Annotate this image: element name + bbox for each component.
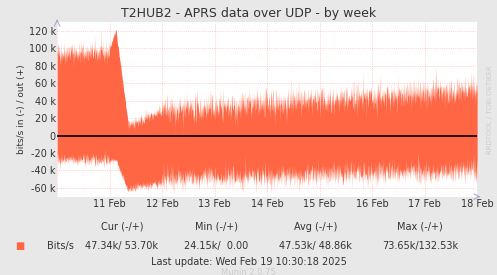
Text: Last update: Wed Feb 19 10:30:18 2025: Last update: Wed Feb 19 10:30:18 2025	[151, 257, 346, 267]
Text: Cur (-/+): Cur (-/+)	[100, 222, 143, 232]
Text: 47.34k/ 53.70k: 47.34k/ 53.70k	[85, 241, 158, 251]
Text: 47.53k/ 48.86k: 47.53k/ 48.86k	[279, 241, 352, 251]
Y-axis label: bits/s in (-) / out (+): bits/s in (-) / out (+)	[17, 65, 26, 154]
Text: 24.15k/  0.00: 24.15k/ 0.00	[184, 241, 248, 251]
Text: Max (-/+): Max (-/+)	[397, 222, 443, 232]
Text: RRDTOOL / TOBI OETIKER: RRDTOOL / TOBI OETIKER	[487, 66, 493, 154]
Text: Min (-/+): Min (-/+)	[195, 222, 238, 232]
Text: Munin 2.0.75: Munin 2.0.75	[221, 268, 276, 275]
Text: Bits/s: Bits/s	[47, 241, 74, 251]
Text: ■: ■	[15, 241, 24, 251]
Text: 73.65k/132.53k: 73.65k/132.53k	[382, 241, 458, 251]
Text: T2HUB2 - APRS data over UDP - by week: T2HUB2 - APRS data over UDP - by week	[121, 7, 376, 20]
Text: Avg (-/+): Avg (-/+)	[294, 222, 337, 232]
